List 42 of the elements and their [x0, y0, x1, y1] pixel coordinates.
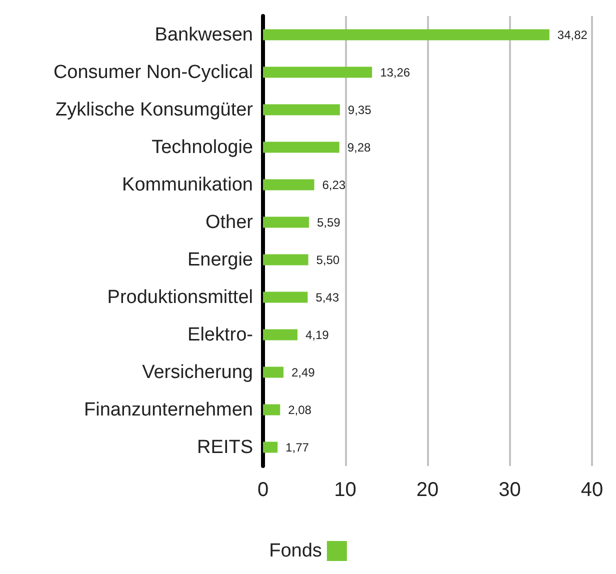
data-label: 1,77	[286, 440, 310, 454]
bar	[263, 292, 308, 303]
data-label: 5,43	[316, 290, 340, 304]
y-tick-label: Produktionsmittel	[107, 286, 253, 308]
y-tick-label: Bankwesen	[154, 24, 253, 46]
x-tick-label: 40	[580, 479, 604, 501]
bar	[263, 179, 314, 190]
bar	[263, 104, 340, 116]
y-tick-label: Elektro-	[188, 324, 253, 346]
y-tick-label: Technologie	[152, 136, 253, 158]
bar	[263, 442, 278, 453]
y-tick-label: Finanzunternehmen	[84, 399, 253, 420]
y-tick-label: Kommunikation	[122, 174, 253, 196]
data-label: 4,19	[305, 328, 330, 342]
y-tick-label: REITS	[197, 436, 253, 458]
x-tick-label: 30	[498, 479, 521, 501]
bar	[263, 329, 298, 340]
x-tick-label: 10	[334, 479, 356, 501]
bar	[263, 29, 550, 40]
data-label: 9,28	[347, 140, 372, 154]
data-label: 5,50	[316, 252, 340, 267]
bar	[263, 404, 280, 416]
data-label: 2,49	[291, 365, 316, 380]
y-tick-label: Other	[205, 212, 254, 233]
data-label: 6,23	[322, 178, 346, 192]
y-tick-label: Consumer Non-Cyclical	[53, 62, 253, 83]
data-label: 9,35	[348, 102, 372, 117]
y-tick-label: Energie	[188, 249, 253, 270]
y-tick-label: Versicherung	[142, 362, 253, 383]
data-label: 5,59	[316, 215, 341, 230]
bar	[263, 366, 284, 378]
x-tick-label: 20	[416, 479, 439, 501]
bar	[263, 254, 308, 266]
y-tick-label: Zyklische Konsumgüter	[56, 99, 254, 120]
bar	[263, 216, 309, 228]
bar	[263, 66, 372, 78]
bar	[263, 142, 340, 153]
data-label: 13,26	[380, 65, 410, 80]
data-label: 2,08	[288, 402, 312, 417]
x-tick-label: 0	[257, 479, 269, 501]
data-label: 34,82	[557, 28, 588, 42]
legend-label: Fonds	[269, 540, 322, 562]
